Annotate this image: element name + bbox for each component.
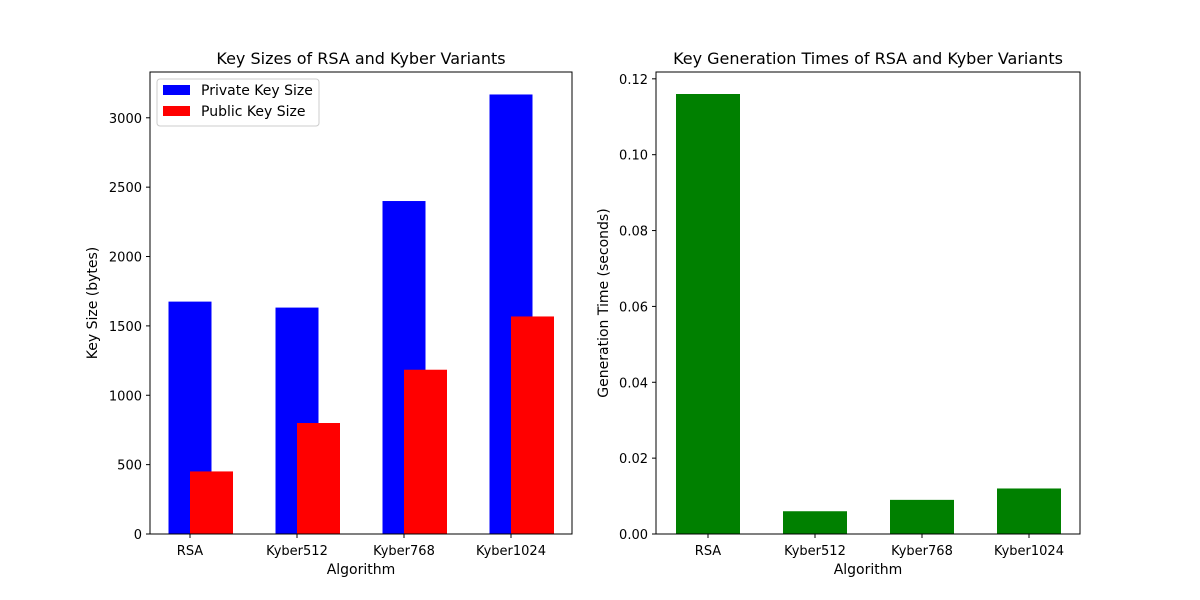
- generation-time-x-ticks: RSA Kyber512 Kyber768 Kyber1024: [695, 534, 1064, 559]
- y-tick-label: 0.00: [619, 528, 648, 543]
- bar-kyber768-series-0: [890, 499, 954, 534]
- key-size-plot-frame: [149, 71, 573, 535]
- y-tick-label: 2500: [109, 181, 142, 196]
- key-size-chart-title: Key Sizes of RSA and Kyber Variants: [216, 49, 505, 68]
- key-size-y-ticks: 0 500 1000 1500 2000 2500 3000: [109, 112, 150, 543]
- bar-kyber512-series-1: [297, 423, 340, 534]
- bar-kyber1024-series-0: [997, 488, 1061, 534]
- legend-frame: [156, 78, 320, 127]
- bar-kyber512-series-0: [783, 511, 847, 534]
- legend-label-public: Public Key Size: [201, 104, 305, 120]
- legend-swatch-private: [163, 85, 190, 95]
- generation-time-plot-frame: [655, 71, 1081, 535]
- y-tick-label: 0.10: [619, 149, 648, 164]
- key-size-chart: Key Sizes of RSA and Kyber Variants 0 500…: [85, 49, 573, 578]
- generation-time-x-axis-label: Algorithm: [834, 562, 903, 578]
- bar-rsa-series-1: [190, 471, 233, 534]
- key-size-x-axis-label: Algorithm: [327, 562, 396, 578]
- x-tick-label-kyber512: Kyber512: [784, 544, 846, 559]
- y-tick-label: 0.02: [619, 452, 648, 467]
- bar-kyber768-series-1: [404, 369, 447, 534]
- x-tick-label-kyber768: Kyber768: [373, 544, 435, 559]
- generation-time-chart: Key Generation Times of RSA and Kyber Va…: [596, 49, 1081, 578]
- x-tick-label-kyber1024: Kyber1024: [476, 544, 546, 559]
- generation-time-bars: [676, 94, 1061, 534]
- key-size-legend: Private Key Size Public Key Size: [156, 78, 320, 127]
- y-tick-label: 500: [117, 459, 142, 474]
- generation-time-y-axis-label: Generation Time (seconds): [596, 208, 612, 397]
- key-size-x-ticks: RSA Kyber512 Kyber768 Kyber1024: [177, 534, 546, 559]
- y-tick-label: 3000: [109, 112, 142, 127]
- bar-rsa-series-0: [676, 94, 740, 534]
- legend-label-private: Private Key Size: [201, 83, 313, 99]
- x-tick-label-kyber512: Kyber512: [266, 544, 328, 559]
- y-tick-label: 0: [134, 528, 142, 543]
- y-tick-label: 2000: [109, 251, 142, 266]
- y-tick-label: 1500: [109, 320, 142, 335]
- x-tick-label-rsa: RSA: [695, 544, 722, 559]
- y-tick-label: 0.08: [619, 225, 648, 240]
- x-tick-label-rsa: RSA: [177, 544, 204, 559]
- bar-kyber1024-series-1: [511, 316, 554, 534]
- key-size-bars: [168, 94, 554, 534]
- key-size-y-axis-label: Key Size (bytes): [85, 247, 101, 360]
- x-tick-label-kyber1024: Kyber1024: [994, 544, 1064, 559]
- y-tick-label: 0.06: [619, 300, 648, 315]
- generation-time-y-ticks: 0.00 0.02 0.04 0.06 0.08 0.10 0.12: [619, 73, 656, 543]
- x-tick-label-kyber768: Kyber768: [891, 544, 953, 559]
- legend-swatch-public: [163, 106, 190, 116]
- y-tick-label: 1000: [109, 389, 142, 404]
- y-tick-label: 0.04: [619, 376, 648, 391]
- generation-time-chart-title: Key Generation Times of RSA and Kyber Va…: [673, 49, 1063, 68]
- y-tick-label: 0.12: [619, 73, 648, 88]
